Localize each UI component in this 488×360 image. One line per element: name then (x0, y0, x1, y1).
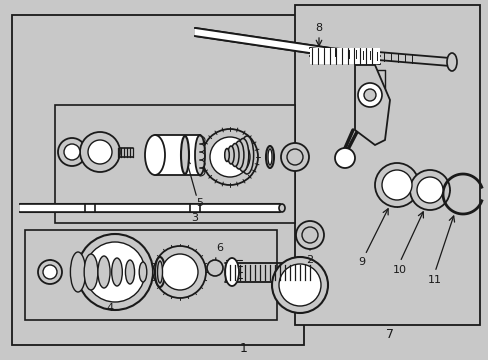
Ellipse shape (111, 258, 122, 286)
Circle shape (162, 254, 198, 290)
Circle shape (154, 246, 205, 298)
Ellipse shape (265, 146, 273, 168)
Text: 7: 7 (385, 328, 393, 342)
Ellipse shape (125, 260, 134, 284)
Ellipse shape (157, 261, 162, 283)
Ellipse shape (446, 53, 456, 71)
Circle shape (409, 170, 449, 210)
Circle shape (357, 83, 381, 107)
Ellipse shape (84, 254, 98, 290)
Bar (155, 135, 200, 175)
Ellipse shape (98, 256, 110, 288)
Polygon shape (354, 65, 389, 145)
Ellipse shape (145, 135, 164, 175)
Circle shape (38, 260, 62, 284)
Text: 8: 8 (315, 23, 322, 33)
Bar (25, 230, 276, 320)
Ellipse shape (155, 257, 164, 287)
Circle shape (281, 143, 308, 171)
Bar (309, 48, 379, 64)
Circle shape (209, 137, 249, 177)
Polygon shape (195, 28, 329, 56)
Bar (294, 5, 479, 325)
Circle shape (416, 177, 442, 203)
Text: 11: 11 (427, 275, 441, 285)
Circle shape (88, 140, 112, 164)
Circle shape (334, 148, 354, 168)
Ellipse shape (195, 135, 204, 175)
Circle shape (85, 242, 145, 302)
Circle shape (271, 257, 327, 313)
Bar (200, 150, 220, 160)
Ellipse shape (224, 258, 239, 286)
Bar (55, 105, 294, 223)
Bar (20, 204, 282, 212)
Circle shape (206, 260, 223, 276)
Circle shape (286, 149, 303, 165)
Circle shape (58, 138, 86, 166)
Ellipse shape (181, 136, 189, 174)
Circle shape (302, 227, 317, 243)
Ellipse shape (267, 149, 271, 165)
Bar (12, 15, 304, 345)
Text: 10: 10 (392, 265, 406, 275)
Text: 3: 3 (191, 213, 198, 223)
Circle shape (80, 132, 120, 172)
Text: 4: 4 (106, 303, 113, 313)
Ellipse shape (230, 144, 239, 166)
Circle shape (279, 264, 320, 306)
Ellipse shape (139, 262, 146, 282)
Text: 9: 9 (358, 257, 365, 267)
Ellipse shape (237, 139, 248, 171)
Circle shape (64, 144, 80, 160)
Circle shape (381, 170, 411, 200)
Circle shape (374, 163, 418, 207)
Text: 2: 2 (306, 255, 313, 265)
Circle shape (295, 221, 324, 249)
Ellipse shape (70, 252, 85, 292)
Ellipse shape (234, 141, 244, 169)
Circle shape (77, 234, 153, 310)
Circle shape (363, 89, 375, 101)
Ellipse shape (240, 136, 253, 174)
Text: 5: 5 (196, 198, 203, 208)
Circle shape (202, 129, 258, 185)
Ellipse shape (153, 264, 159, 280)
Text: 1: 1 (240, 342, 247, 355)
Text: 6: 6 (216, 243, 223, 253)
Ellipse shape (224, 149, 229, 162)
Ellipse shape (279, 204, 285, 212)
Ellipse shape (227, 146, 234, 164)
Circle shape (43, 265, 57, 279)
